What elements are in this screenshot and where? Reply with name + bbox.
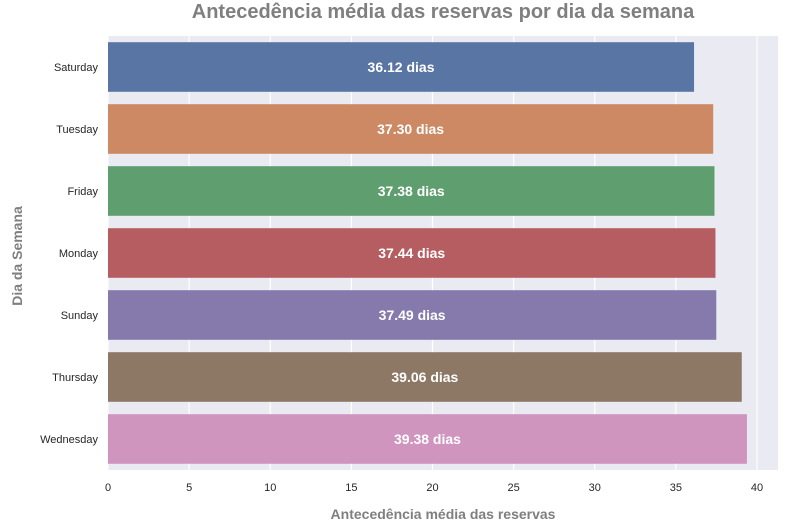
bar-thursday [108,352,742,402]
x-tick-labels: 0 5 10 15 20 25 30 35 40 [105,482,763,494]
y-tick-label: Saturday [54,62,99,74]
y-tick-label: Thursday [52,372,98,384]
y-axis-label: Dia da Semana [9,206,25,306]
bar-value-label: 37.38 dias [378,183,445,199]
y-tick-label: Sunday [61,310,99,322]
x-tick-label: 30 [589,482,601,494]
bar-value-label: 39.38 dias [394,431,461,447]
x-tick-label: 15 [345,482,357,494]
x-tick-label: 0 [105,482,111,494]
bar-value-label: 36.12 dias [368,59,435,75]
x-tick-label: 5 [186,482,192,494]
y-tick-label: Monday [59,248,99,260]
y-tick-label: Wednesday [40,434,98,446]
x-tick-label: 20 [426,482,438,494]
bar-saturday [108,42,695,92]
bar-value-label: 37.49 dias [379,307,446,323]
bar-friday [108,166,715,216]
x-tick-label: 25 [508,482,520,494]
bar-tuesday [108,104,714,154]
bar-monday [108,228,716,278]
chart-title: Antecedência média das reservas por dia … [192,1,695,23]
bar-sunday [108,290,717,340]
x-axis-label: Antecedência média das reservas [331,506,556,522]
bar-value-label: 39.06 dias [391,369,458,385]
y-tick-label: Friday [67,186,98,198]
bars-group [108,42,747,464]
bar-value-label: 37.44 dias [378,245,445,261]
bar-labels-group: 36.12 dias 37.30 dias 37.38 dias 37.44 dias… [368,59,462,447]
x-tick-label: 35 [670,482,682,494]
y-tick-labels: Saturday Tuesday Friday Monday Sunday Thursda… [40,62,98,446]
x-tick-label: 10 [264,482,276,494]
bar-wednesday [108,414,747,464]
x-tick-label: 40 [751,482,763,494]
bar-value-label: 37.30 dias [377,121,444,137]
y-tick-label: Tuesday [56,124,98,136]
